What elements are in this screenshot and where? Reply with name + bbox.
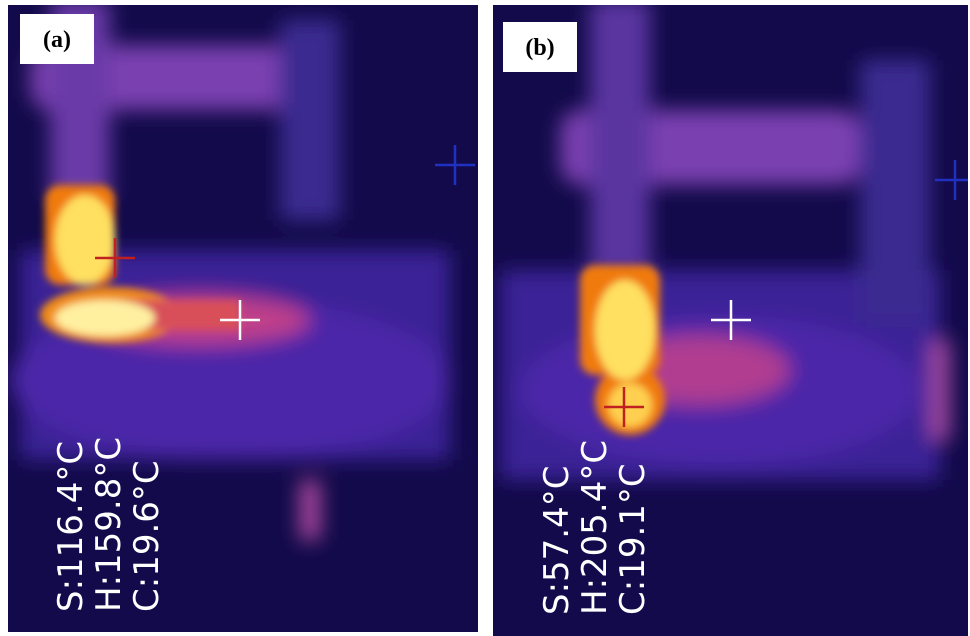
reading: C:19.6°C: [127, 460, 167, 612]
reading: H:159.8°C: [89, 437, 129, 612]
reading: C:19.1°C: [613, 463, 653, 615]
reading: S:116.4°C: [51, 441, 91, 612]
panel-label: (a): [43, 27, 71, 53]
figure: (a) S:116.4°C H:159.8°C C:19.6°C (b) S:5…: [0, 0, 970, 636]
panel-label: (b): [525, 35, 554, 61]
reading: H:205.4°C: [575, 440, 615, 615]
reading: S:57.4°C: [537, 466, 577, 615]
